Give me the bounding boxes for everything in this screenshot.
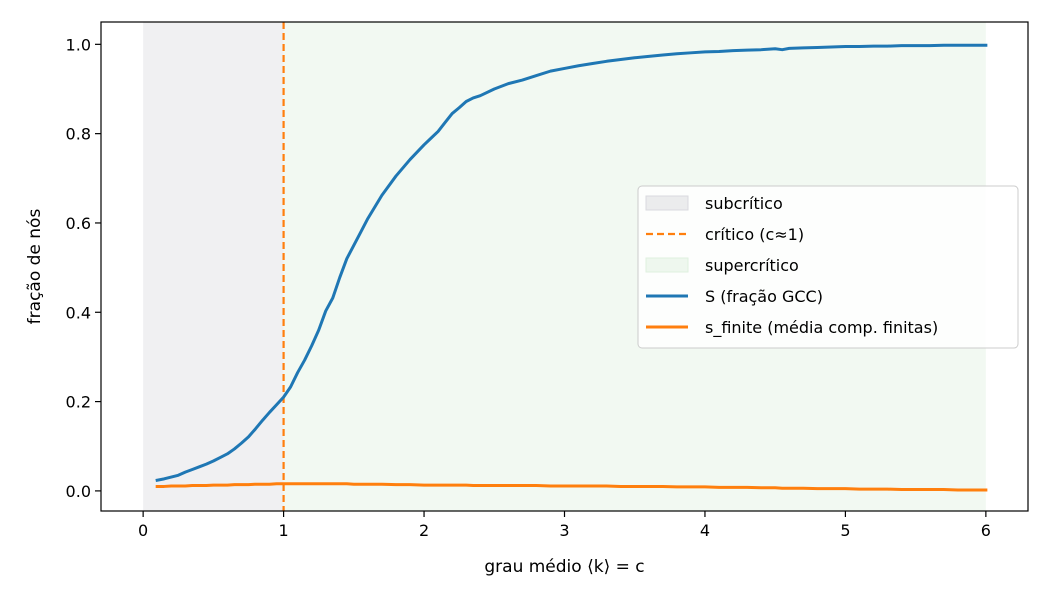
series-line-1 [155,482,988,492]
y-tick-label: 0.2 [66,393,91,412]
legend: subcrítico crítico (c≈1) supercrítico S (fr… [637,185,1019,349]
x-tick-label: 4 [700,521,710,540]
legend-label: subcrítico [705,194,783,213]
x-tick-label: 1 [278,521,288,540]
x-tick-label: 0 [138,521,148,540]
legend-swatch [645,195,689,211]
legend-swatch [645,257,689,273]
y-tick-label: 0.4 [66,303,91,322]
legend-label: S (fração GCC) [705,287,823,306]
x-tick-label: 3 [559,521,569,540]
x-tick-label: 2 [419,521,429,540]
y-tick-label: 0.6 [66,214,91,233]
x-axis-label: grau médio ⟨k⟩ = c [484,557,644,577]
legend-label: supercrítico [705,256,799,275]
x-tick-label: 6 [981,521,991,540]
region-subcrítico [143,22,284,511]
y-tick-label: 0.0 [66,482,91,501]
series-line-0 [155,43,988,482]
legend-label: crítico (c≈1) [705,225,804,244]
axes: 0 1 2 3 4 5 6 0.0 0.2 0.4 0.6 0.8 1.0 [66,21,1029,540]
legend-box [637,185,1019,349]
y-tick-label: 0.8 [66,125,91,144]
y-tick-label: 1.0 [66,35,91,54]
y-axis-label: fração de nós [25,209,45,325]
legend-label: s_finite (média comp. finitas) [705,318,938,338]
x-tick-label: 5 [840,521,850,540]
